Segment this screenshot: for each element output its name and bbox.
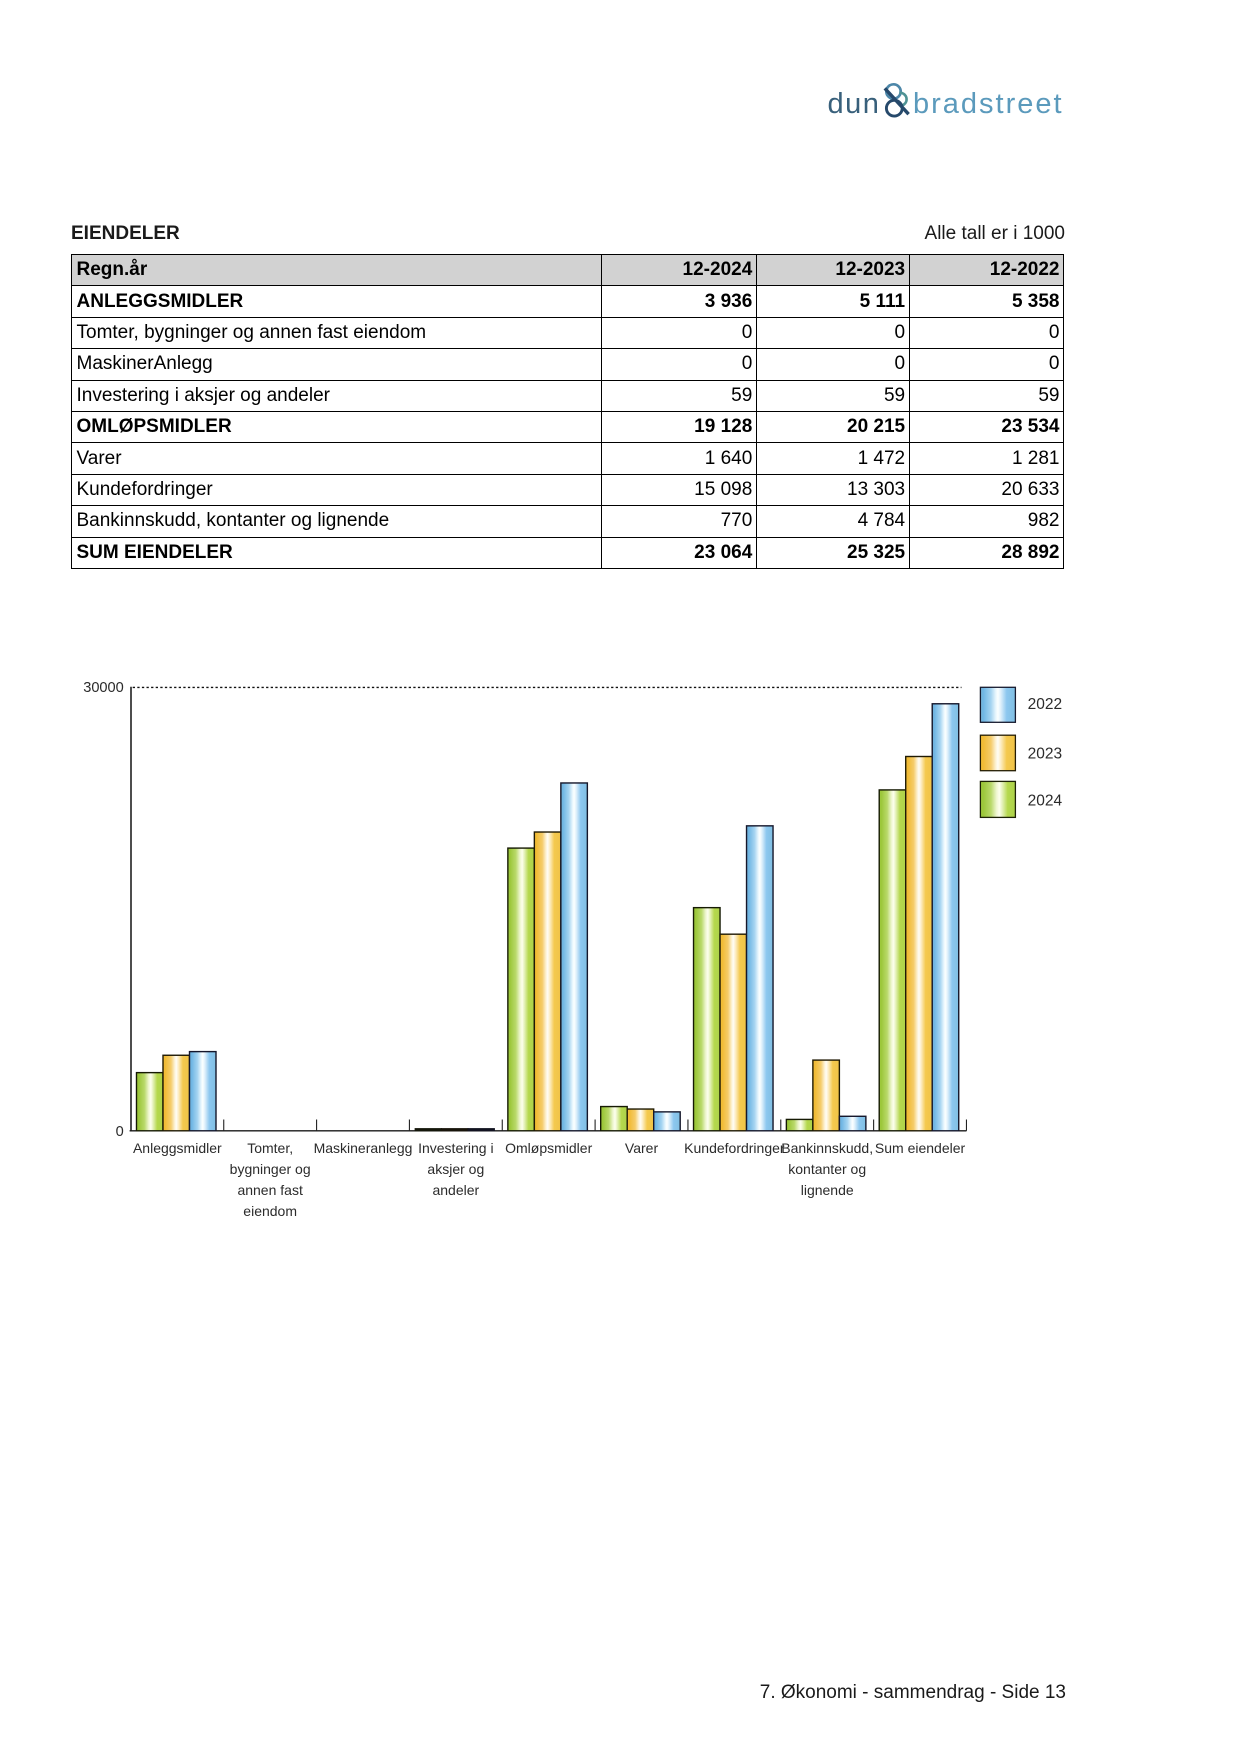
- svg-text:annen fast: annen fast: [237, 1182, 302, 1198]
- svg-text:2023: 2023: [1028, 746, 1062, 763]
- svg-text:Anleggsmidler: Anleggsmidler: [133, 1140, 222, 1156]
- svg-text:bygninger og: bygninger og: [230, 1161, 311, 1177]
- svg-text:lignende: lignende: [801, 1182, 854, 1198]
- svg-text:Investering i: Investering i: [418, 1140, 493, 1156]
- svg-text:Kundefordringer: Kundefordringer: [684, 1140, 785, 1156]
- svg-text:andeler: andeler: [432, 1182, 479, 1198]
- svg-text:0: 0: [116, 1124, 124, 1140]
- svg-text:Maskineranlegg: Maskineranlegg: [314, 1140, 413, 1156]
- svg-text:Sum eiendeler: Sum eiendeler: [875, 1140, 966, 1156]
- svg-text:eiendom: eiendom: [243, 1203, 297, 1219]
- svg-text:30000: 30000: [83, 680, 124, 696]
- svg-text:kontanter og: kontanter og: [788, 1161, 866, 1177]
- svg-text:2024: 2024: [1028, 793, 1063, 810]
- svg-text:Omløpsmidler: Omløpsmidler: [505, 1140, 592, 1156]
- svg-text:Tomter,: Tomter,: [247, 1140, 293, 1156]
- svg-text:Bankinnskudd,: Bankinnskudd,: [781, 1140, 873, 1156]
- svg-text:2022: 2022: [1028, 696, 1062, 713]
- svg-text:Varer: Varer: [625, 1140, 659, 1156]
- svg-text:aksjer og: aksjer og: [427, 1161, 484, 1177]
